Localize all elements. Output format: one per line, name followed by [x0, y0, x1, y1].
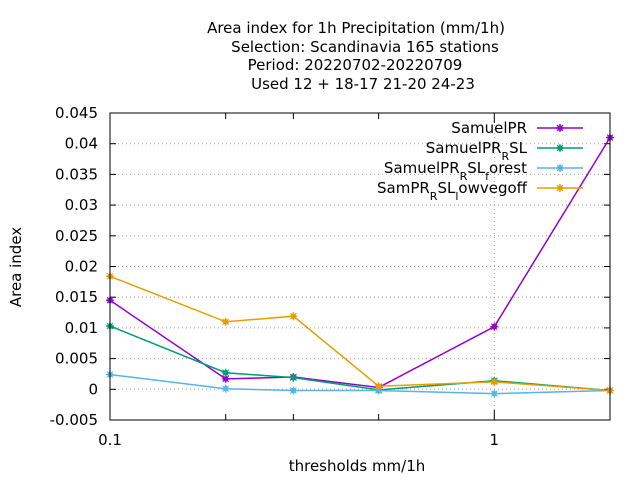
data-point-samuelpr-rsl: [289, 373, 298, 382]
y-tick-label: 0.045: [55, 104, 98, 122]
data-point-samuelpr-rsl-forest: [221, 384, 230, 393]
marker-diag-2: [490, 323, 498, 331]
marker-diag-2: [222, 318, 230, 326]
legend-marker-sampr-rsl-lowvegoff: [556, 184, 564, 192]
legend-marker-samuelpr: [556, 124, 564, 132]
y-tick-label: 0.04: [65, 135, 98, 153]
data-point-samuelpr-rsl-forest: [289, 386, 298, 395]
title-line-3: Period: 20220702-20220709: [248, 56, 463, 74]
x-axis-label: thresholds mm/1h: [289, 457, 426, 475]
legend-text-main: SamuelPR: [426, 139, 502, 157]
marker-diag-2: [375, 382, 382, 390]
marker-diag-2: [290, 387, 297, 394]
legend-marker-samuelpr-rsl-forest: [556, 164, 564, 172]
y-tick-label: 0.02: [65, 258, 98, 276]
data-point-samuelpr-rsl-forest: [490, 389, 499, 398]
data-point-sampr-rsl-lowvegoff: [374, 382, 383, 391]
data-point-sampr-rsl-lowvegoff: [221, 317, 230, 326]
data-point-samuelpr: [490, 322, 499, 331]
marker-diag-2: [556, 184, 564, 192]
marker-diag-2: [556, 124, 564, 132]
data-point-sampr-rsl-lowvegoff: [289, 312, 298, 321]
y-tick-label: 0.03: [65, 196, 98, 214]
y-tick-label: 0.015: [55, 288, 98, 306]
axis-ticks: -0.005 0 0.005 0.01 0.015 0.02 0.025 0.03 0.035 0…: [50, 104, 611, 449]
plot-frame: [109, 112, 611, 421]
legend-text-tail: SL: [467, 159, 486, 177]
marker-diag-2: [222, 369, 230, 377]
legend-text-main: SamPR: [377, 179, 430, 197]
title-line-4: Used 12 + 18-17 21-20 24-23: [251, 75, 475, 93]
series-layer: [106, 133, 614, 398]
title-line-2: Selection: Scandinavia 165 stations: [231, 38, 499, 56]
data-point-samuelpr-rsl: [221, 368, 230, 377]
legend-text-sub: R: [460, 170, 468, 183]
y-axis-label: Area index: [7, 227, 25, 307]
x-tick-label: 1: [490, 431, 500, 449]
grid-lines: [110, 113, 610, 420]
legend: SamuelPRSamuelPRRSLSamuelPRRSLforestSamP…: [377, 119, 583, 203]
title-line-1: Area index for 1h Precipitation (mm/1h): [207, 19, 505, 37]
legend-text-main: SamuelPR: [384, 159, 460, 177]
marker-diag-2: [222, 385, 230, 393]
legend-text-sub2: f: [485, 170, 490, 183]
y-tick-label: 0: [88, 380, 98, 398]
series-line-samuelpr-rsl-forest: [109, 373, 611, 395]
marker-diag-2: [490, 390, 498, 397]
marker-diag-2: [290, 312, 297, 320]
series-line-samuelpr: [109, 137, 611, 389]
marker-diag-2: [290, 374, 297, 381]
y-tick-label: -0.005: [50, 411, 98, 429]
legend-text-tail: SL: [437, 179, 456, 197]
legend-marker-samuelpr-rsl: [556, 144, 564, 152]
legend-text-sub: R: [430, 190, 438, 203]
x-tick-label: 0.1: [98, 431, 122, 449]
legend-text-sub: R: [501, 150, 509, 163]
marker-diag-2: [556, 144, 564, 152]
legend-label-samuelpr-rsl-forest: SamuelPRRSLforest: [384, 159, 527, 183]
legend-label-sampr-rsl-lowvegoff: SamPRRSLlowvegoff: [377, 179, 528, 203]
marker-diag-2: [222, 375, 230, 383]
legend-label-samuelpr: SamuelPR: [451, 119, 527, 137]
legend-text-tail: SL: [509, 139, 528, 157]
data-point-sampr-rsl-lowvegoff: [490, 377, 499, 386]
y-tick-label: 0.035: [55, 165, 98, 183]
series-line-samuelpr-rsl: [109, 325, 611, 392]
y-tick-label: 0.005: [55, 350, 98, 368]
chart-title: Area index for 1h Precipitation (mm/1h) …: [207, 19, 505, 93]
series-line-sampr-rsl-lowvegoff: [109, 275, 611, 392]
legend-text-sub2: l: [455, 190, 458, 203]
legend-text-tail2: orest: [489, 159, 527, 177]
marker-diag-2: [556, 164, 564, 172]
marker-diag-2: [490, 378, 498, 386]
y-tick-label: 0.025: [55, 227, 98, 245]
legend-label-samuelpr-rsl: SamuelPRRSL: [426, 139, 528, 163]
y-tick-label: 0.01: [65, 319, 98, 337]
legend-text-main: SamuelPR: [451, 119, 527, 137]
legend-text-tail2: owvegoff: [458, 179, 527, 197]
